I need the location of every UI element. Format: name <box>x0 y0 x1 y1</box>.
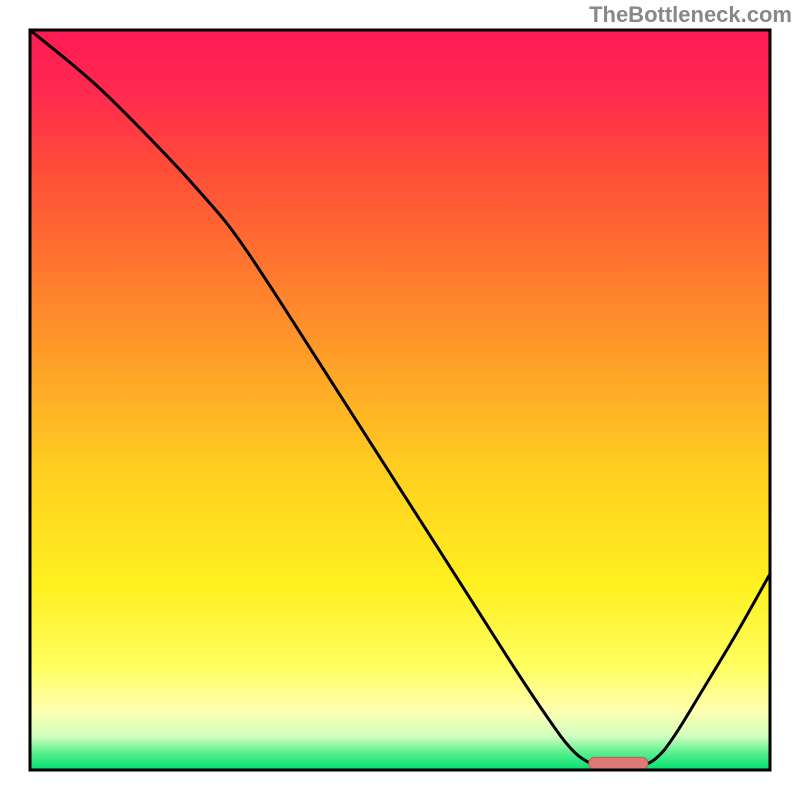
chart-svg <box>0 0 800 800</box>
optimal-marker <box>589 757 648 769</box>
chart-container: TheBottleneck.com <box>0 0 800 800</box>
gradient-background <box>30 30 770 770</box>
watermark: TheBottleneck.com <box>589 2 792 28</box>
